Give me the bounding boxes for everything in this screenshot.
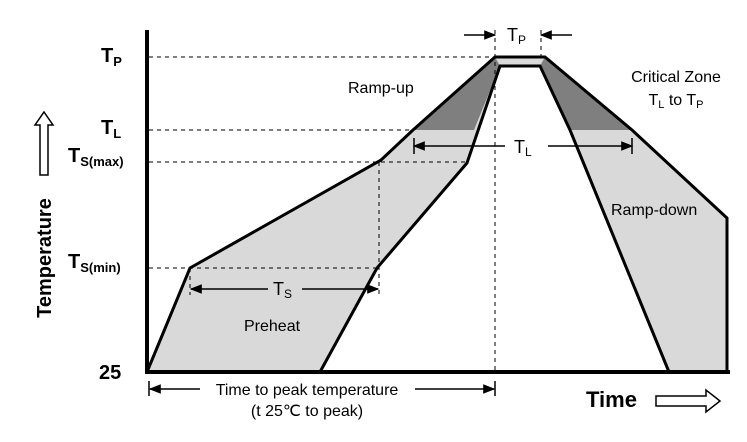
ts-dim-label: TS [273,279,292,301]
tp-dim-label: TP [507,25,526,47]
time-to-peak-sublabel: (t 25℃ to peak) [251,403,363,420]
time-to-peak-label: Time to peak temperature [216,382,399,399]
critical-zone-range-label: TL to TP [649,92,704,111]
tl-dim-label: TL [514,137,532,159]
right-arrow-icon [655,388,722,414]
profile-band [147,57,727,372]
x-axis-title: Time [586,387,637,412]
critical-zone-label: Critical Zone [631,69,721,86]
preheat-label: Preheat [244,318,301,335]
up-arrow-icon [33,110,55,176]
y-axis-title: Temperature [34,198,56,318]
tp-axis-label: TP [101,45,122,69]
tsmax-axis-label: TS(max) [68,145,124,169]
ramp-down-label: Ramp-down [611,202,697,219]
t25-axis-label: 25 [99,362,121,384]
ramp-up-label: Ramp-up [348,80,414,97]
tsmin-axis-label: TS(min) [68,251,121,275]
tl-axis-label: TL [101,117,121,141]
